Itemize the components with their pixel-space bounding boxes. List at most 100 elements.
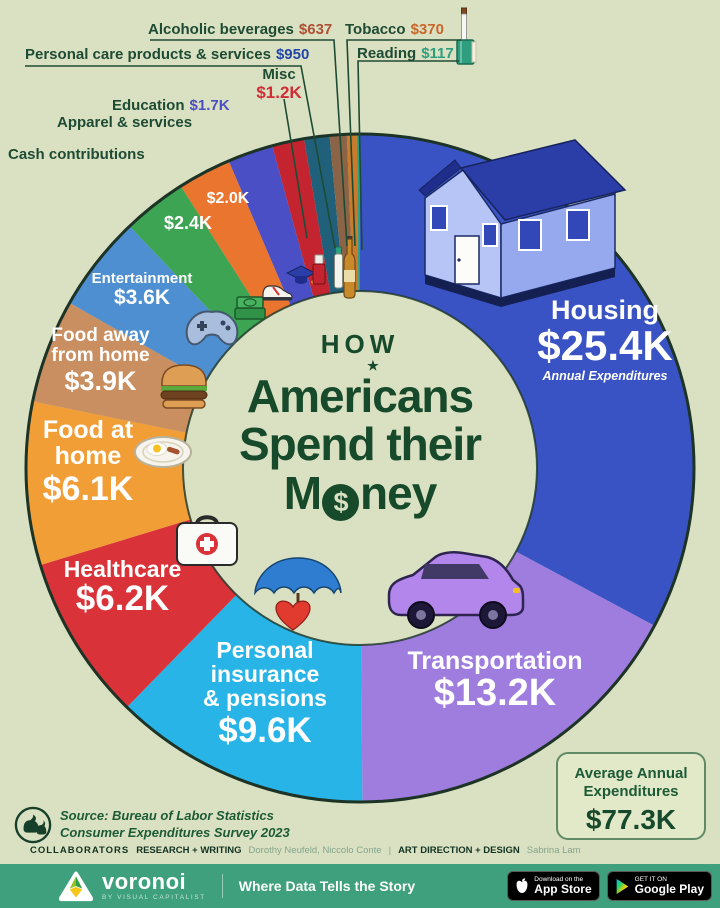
source-citation: Source: Bureau of Labor Statistics Consu…	[60, 808, 290, 842]
separator: |	[388, 845, 392, 856]
art-direction-names: Sabrina Lam	[526, 845, 581, 856]
callout-cash-contributions: Cash contributions	[8, 146, 145, 163]
title-line3-suf: ney	[360, 467, 437, 520]
app-store-badge[interactable]: Download on the App Store	[507, 871, 600, 901]
graduation-cap-icon	[286, 265, 316, 284]
callout-label: Misc	[262, 66, 296, 83]
brand-name: voronoi	[102, 868, 187, 894]
insurance-label: Personal insurance & pensions $9.6K	[170, 638, 360, 750]
transportation-label: Transportation $13.2K	[390, 648, 600, 714]
callout-value: $637	[298, 21, 333, 38]
avg-line2: Expenditures	[583, 783, 679, 800]
slice-name: Food at	[42, 416, 134, 444]
slice-value: $2.4K	[163, 213, 213, 233]
title-line3-pre: M	[283, 467, 322, 520]
callout-value: $950	[275, 46, 310, 63]
callout-apparel: Apparel & services	[57, 114, 192, 131]
apple-logo-icon	[516, 878, 528, 893]
footer-tagline: Where Data Tells the Story	[238, 878, 416, 894]
slice-value: $13.2K	[433, 672, 557, 715]
star-icon: ★	[367, 358, 379, 373]
beer-bottle-icon	[343, 236, 356, 299]
slice-name: Housing	[551, 295, 659, 325]
slice-alcoholic-beverages	[329, 135, 353, 292]
apparel-value-label: $2.0K	[196, 190, 260, 208]
car-icon	[387, 551, 525, 629]
title-line3: M $ ney	[160, 467, 560, 522]
callout-label: Tobacco	[345, 21, 406, 38]
book-icon	[456, 39, 477, 65]
badge-line2: App Store	[534, 881, 592, 896]
slice-name: Healthcare	[63, 556, 182, 582]
slice-subtitle: Annual Expenditures	[542, 369, 668, 384]
callout-value: $370	[410, 21, 444, 38]
badge-line1: Download on the	[534, 875, 584, 883]
collaborators-row: COLLABORATORS RESEARCH + WRITING Dorothy…	[30, 845, 581, 856]
google-play-icon	[616, 878, 628, 894]
average-expenditures-box: Average Annual Expenditures $77.3K	[556, 752, 706, 840]
dollar-icon: $	[322, 484, 360, 522]
slice-name: insurance	[210, 661, 320, 688]
footer-divider	[221, 874, 223, 898]
avg-value: $77.3K	[585, 804, 677, 835]
callout-education: Education $1.7K	[112, 97, 230, 114]
slice-name: Transportation	[407, 647, 583, 675]
collaborators-heading: COLLABORATORS	[30, 845, 130, 856]
housing-label: Housing $25.4K Annual Expenditures	[505, 296, 705, 384]
source-line1: Source: Bureau of Labor Statistics	[60, 808, 274, 823]
cash-stack-icon	[234, 296, 266, 320]
collab-goats-logo	[14, 806, 52, 844]
slice-education	[229, 146, 314, 306]
slice-tobacco	[346, 135, 359, 292]
callout-label: Education	[112, 97, 185, 114]
sneaker-icon	[262, 285, 293, 301]
avg-line1: Average Annual	[574, 765, 688, 782]
brand-block: voronoi BY VISUAL CAPITALIST	[102, 868, 206, 902]
badge-line2: Google Play	[634, 881, 704, 896]
callout-value: $1.2K	[256, 83, 302, 102]
callout-value: $117	[421, 45, 454, 62]
toothpaste-icon	[334, 246, 343, 289]
title-line1: Americans	[246, 369, 474, 422]
brand-subtitle: BY VISUAL CAPITALIST	[102, 893, 206, 901]
slice-cash-contributions	[130, 186, 266, 340]
slice-value: $9.6K	[218, 711, 312, 751]
food-at-home-label: Food at home $6.1K	[23, 417, 153, 507]
entertainment-label: Entertainment $3.6K	[83, 271, 201, 309]
slice-name: Personal	[216, 637, 314, 663]
research-writing-names: Dorothy Neufeld, Niccolo Conte	[248, 845, 382, 856]
cash-value-label: $2.4K	[153, 214, 223, 233]
source-line2: Consumer Expenditures Survey 2023	[60, 824, 290, 840]
slice-name: Entertainment	[91, 270, 193, 287]
slice-personal-care-products-services	[304, 136, 344, 294]
cigarette-icon	[461, 7, 467, 44]
callout-label: Alcoholic beverages	[148, 21, 294, 38]
slice-value: $6.1K	[42, 469, 134, 508]
callout-reading: Reading $117	[357, 45, 454, 62]
footer-bar: voronoi BY VISUAL CAPITALIST Where Data …	[0, 864, 720, 908]
umbrella-heart-icon	[254, 557, 342, 631]
cosmetics-icon	[312, 254, 326, 285]
voronoi-logo	[58, 871, 94, 902]
slice-value: $3.6K	[113, 285, 171, 309]
research-writing-role: RESEARCH + WRITING	[136, 845, 242, 856]
callout-value: $1.7K	[189, 97, 230, 114]
slice-name: & pensions	[203, 685, 327, 712]
google-play-badge[interactable]: GET IT ON Google Play	[606, 871, 712, 901]
callout-label: Reading	[357, 45, 417, 62]
callout-label: Apparel & services	[57, 114, 193, 131]
callout-tobacco: Tobacco $370	[345, 21, 444, 38]
house-icon	[418, 139, 627, 307]
badge-line1: GET IT ON	[634, 875, 667, 883]
slice-reading	[356, 135, 360, 292]
slice-value: $3.9K	[64, 365, 137, 396]
title-line2: Spend their	[238, 418, 482, 471]
callout-label: Cash contributions	[8, 146, 145, 163]
slice-value: $2.0K	[206, 190, 250, 207]
callout-alcoholic-beverages: Alcoholic beverages $637	[148, 21, 332, 38]
food-away-label: Food away from home $3.9K	[38, 326, 163, 396]
slice-value: $6.2K	[75, 579, 170, 619]
art-direction-role: ART DIRECTION + DESIGN	[398, 845, 520, 856]
slice-value: $25.4K	[537, 322, 673, 370]
